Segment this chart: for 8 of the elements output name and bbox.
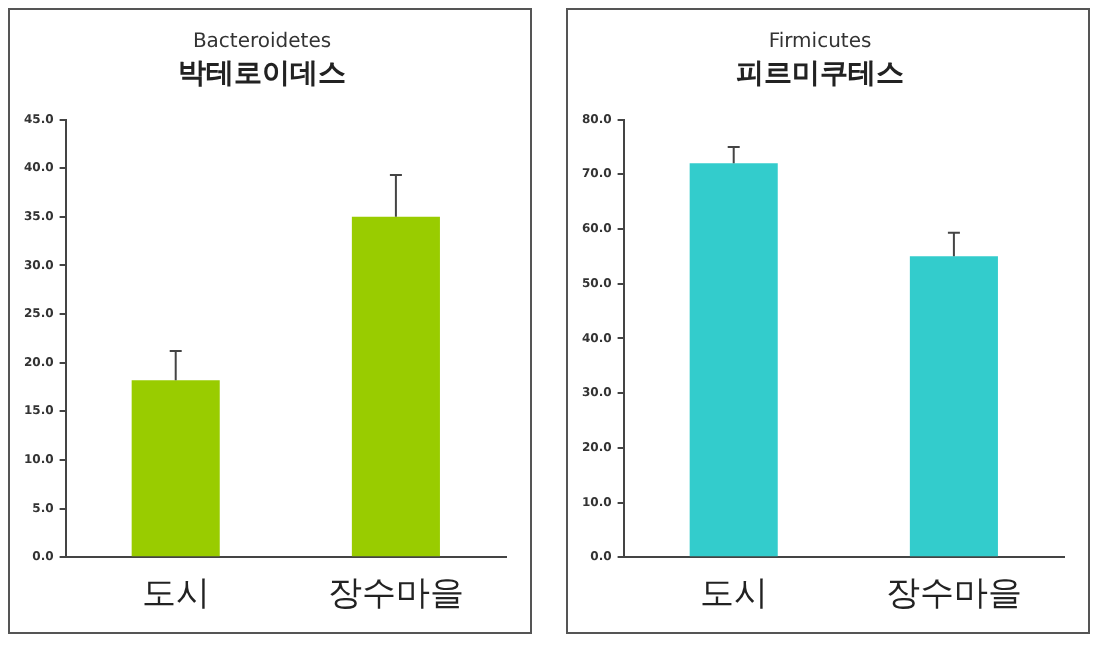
x-tick-label: 장수마을 [885, 574, 1022, 615]
chart-subtitle: 박테로이데스 [178, 58, 346, 91]
x-tick-label: 장수마을 [327, 574, 464, 615]
x-tick-label: 도시 [141, 574, 210, 615]
chart-title: Firmicutes [768, 31, 872, 54]
chart-title: Bacteroidetes [192, 31, 332, 54]
chart-subtitle: 피르미쿠테스 [736, 58, 904, 91]
x-tick-label: 도시 [699, 574, 768, 615]
